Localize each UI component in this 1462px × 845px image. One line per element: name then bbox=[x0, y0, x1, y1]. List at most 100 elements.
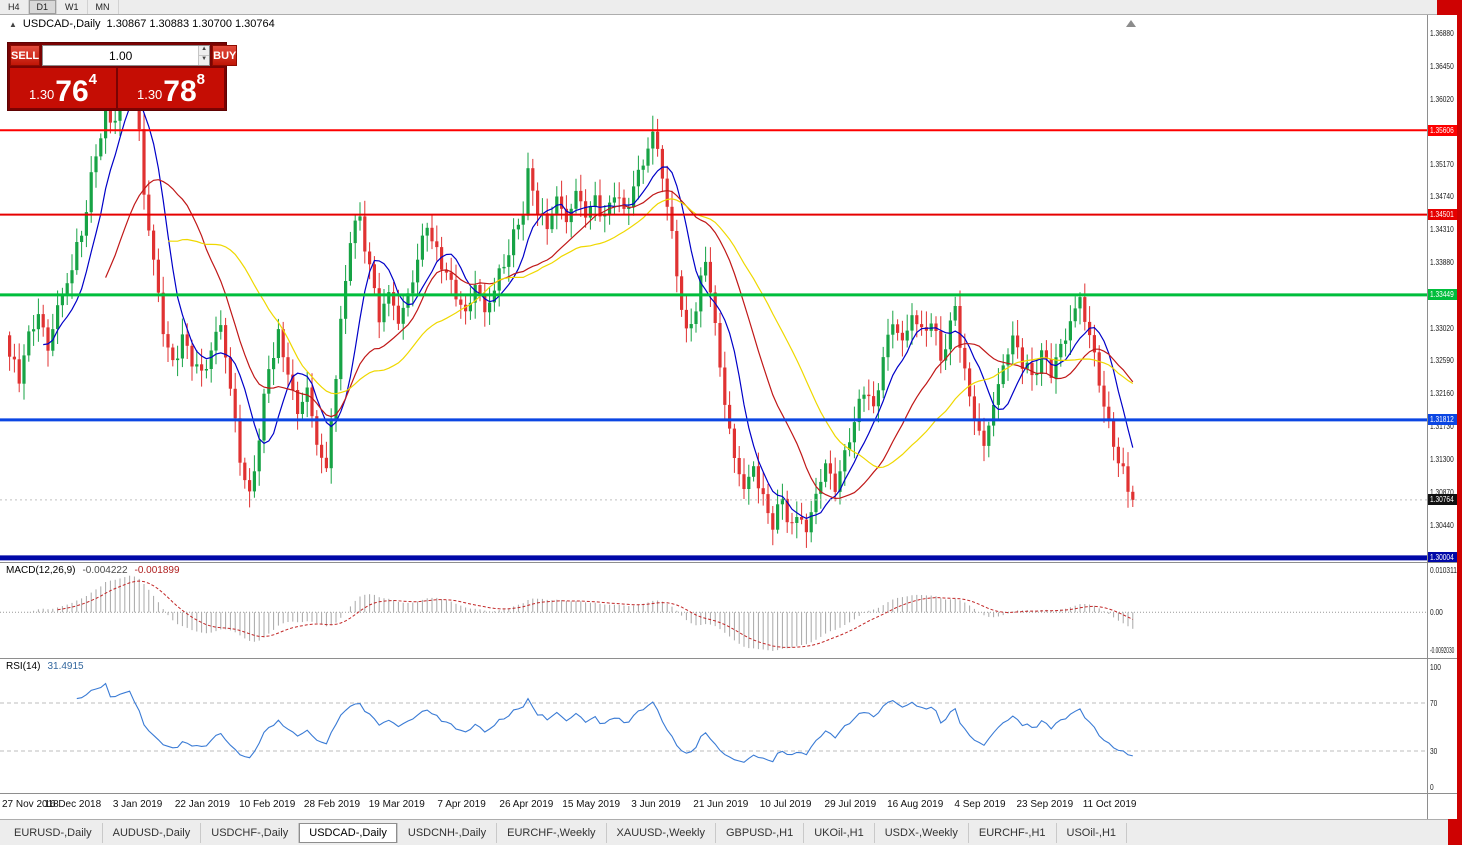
one-click-trade-panel: SELL ▲ ▼ BUY 1.30 76 4 1.30 bbox=[8, 43, 238, 110]
tab-xauusd-weekly[interactable]: XAUUSD-,Weekly bbox=[607, 822, 716, 843]
axis-tick-label: 1.30440 bbox=[1430, 520, 1454, 530]
date-tick-label: 11 Oct 2019 bbox=[1082, 799, 1137, 810]
date-axis[interactable]: 27 Nov 2018 16 Dec 2018 3 Jan 2019 22 Jan 2… bbox=[0, 794, 1427, 819]
axis-tick-label: 1.34310 bbox=[1430, 225, 1454, 235]
axis-tick-label: -0.0092030 bbox=[1430, 646, 1455, 655]
macd-panel: MACD(12,26,9) -0.004222 -0.001899 0.0103… bbox=[0, 563, 1457, 659]
date-tick-label: 4 Sep 2019 bbox=[954, 799, 1006, 810]
macd-name: MACD(12,26,9) bbox=[6, 565, 76, 576]
tab-eurchf-weekly[interactable]: EURCHF-,Weekly bbox=[497, 822, 607, 843]
date-tick-label: 10 Jul 2019 bbox=[759, 799, 812, 810]
date-tick-label: 19 Mar 2019 bbox=[368, 799, 425, 810]
date-tick-label: 10 Feb 2019 bbox=[239, 799, 296, 810]
rsi-label: RSI(14) 31.4915 bbox=[6, 661, 84, 672]
axis-tick-label: 30 bbox=[1430, 747, 1438, 756]
price-level-badge: 1.35606 bbox=[1428, 124, 1457, 136]
volume-box: ▲ ▼ bbox=[42, 45, 211, 66]
tab-usdcad-daily[interactable]: USDCAD-,Daily bbox=[299, 822, 398, 843]
timeframe-mn-button[interactable]: MN bbox=[88, 0, 119, 14]
macd-label: MACD(12,26,9) -0.004222 -0.001899 bbox=[6, 565, 180, 576]
date-tick-label: 15 May 2019 bbox=[562, 799, 621, 810]
volume-spinner: ▲ ▼ bbox=[198, 46, 210, 65]
date-tick-label: 22 Jan 2019 bbox=[174, 799, 230, 810]
axis-tick-label: 1.36450 bbox=[1430, 61, 1454, 71]
date-tick-label: 3 Jan 2019 bbox=[112, 799, 163, 810]
timeframe-d1-button[interactable]: D1 bbox=[28, 0, 58, 14]
axis-tick-label: 1.36020 bbox=[1430, 94, 1454, 104]
date-axis-corner bbox=[1427, 794, 1457, 819]
tab-eurusd-daily[interactable]: EURUSD-,Daily bbox=[4, 822, 103, 843]
axis-tick-label: 1.30870 bbox=[1430, 487, 1454, 497]
timeframe-w1-button[interactable]: W1 bbox=[57, 0, 88, 14]
timeframe-toolbar: H4 D1 W1 MN bbox=[0, 0, 1437, 15]
date-tick-label: 16 Dec 2018 bbox=[44, 799, 102, 810]
price-level-badge: 1.33449 bbox=[1428, 289, 1457, 301]
price-axis[interactable]: 1.36880 1.36450 1.36020 1.35170 1.34740 1.343… bbox=[1427, 15, 1457, 562]
date-tick-label: 16 Aug 2019 bbox=[887, 799, 944, 810]
chart-tabs-bar: EURUSD-,Daily AUDUSD-,Daily USDCHF-,Dail… bbox=[0, 819, 1448, 845]
sell-price[interactable]: 1.30 76 4 bbox=[10, 68, 116, 108]
tab-usdcnh-daily[interactable]: USDCNH-,Daily bbox=[398, 822, 498, 843]
buy-price-big-figure: 1.30 bbox=[136, 87, 163, 102]
rsi-plot[interactable]: RSI(14) 31.4915 bbox=[0, 659, 1427, 793]
date-tick-label: 28 Feb 2019 bbox=[303, 799, 361, 810]
chart-ohlc-values: 1.30867 1.30883 1.30700 1.30764 bbox=[106, 18, 275, 30]
buy-price[interactable]: 1.30 78 8 bbox=[118, 68, 224, 108]
axis-tick-label: 0 bbox=[1430, 783, 1434, 792]
axis-tick-label: 1.36880 bbox=[1430, 29, 1454, 38]
axis-tick-label: 1.33880 bbox=[1430, 258, 1454, 268]
main-chart-panel: ▲ USDCAD-,Daily 1.30867 1.30883 1.30700 … bbox=[0, 15, 1457, 563]
axis-tick-label: 1.34740 bbox=[1430, 192, 1454, 202]
macd-signal-value: -0.001899 bbox=[134, 565, 180, 576]
macd-value: -0.004222 bbox=[82, 565, 128, 576]
rsi-axis[interactable]: 100 70 30 0 bbox=[1427, 659, 1457, 793]
axis-tick-label: 1.32590 bbox=[1430, 356, 1454, 366]
rsi-panel: RSI(14) 31.4915 100 70 30 0 bbox=[0, 659, 1457, 794]
price-level-badge: 1.34501 bbox=[1428, 209, 1457, 221]
date-tick-label: 27 Nov 2018 bbox=[2, 799, 59, 810]
volume-input[interactable] bbox=[43, 46, 199, 65]
axis-tick-label: 1.31300 bbox=[1430, 454, 1454, 464]
macd-axis[interactable]: 0.010311 0.00 -0.0092030 bbox=[1427, 563, 1457, 658]
rsi-value: 31.4915 bbox=[47, 661, 84, 672]
date-tick-label: 7 Apr 2019 bbox=[437, 799, 486, 810]
date-tick-label: 26 Apr 2019 bbox=[499, 799, 554, 810]
tab-usdx-weekly[interactable]: USDX-,Weekly bbox=[875, 822, 969, 843]
buy-price-pip-digit: 8 bbox=[196, 71, 206, 88]
timeframe-h4-button[interactable]: H4 bbox=[0, 0, 29, 14]
buy-button[interactable]: BUY bbox=[212, 45, 238, 66]
volume-increase-button[interactable]: ▲ bbox=[199, 46, 210, 56]
candles-svg bbox=[0, 20, 1427, 561]
axis-tick-label: 1.33020 bbox=[1430, 323, 1454, 333]
rsi-svg bbox=[0, 682, 1427, 763]
sell-button[interactable]: SELL bbox=[10, 45, 41, 66]
tab-gbpusd-h1[interactable]: GBPUSD-,H1 bbox=[716, 822, 805, 843]
candlestick-chart[interactable]: ▲ USDCAD-,Daily 1.30867 1.30883 1.30700 … bbox=[0, 15, 1427, 562]
volume-decrease-button[interactable]: ▼ bbox=[199, 56, 210, 65]
axis-tick-label: 1.35170 bbox=[1430, 159, 1454, 169]
tab-eurchf-h1[interactable]: EURCHF-,H1 bbox=[969, 822, 1057, 843]
sell-price-pip-digit: 4 bbox=[88, 71, 98, 88]
date-tick-label: 29 Jul 2019 bbox=[824, 799, 877, 810]
rsi-name: RSI(14) bbox=[6, 661, 41, 672]
axis-tick-label: 70 bbox=[1430, 699, 1438, 708]
date-tick-label: 23 Sep 2019 bbox=[1016, 799, 1074, 810]
date-tick-label: 21 Jun 2019 bbox=[693, 799, 749, 810]
date-tick-label: 3 Jun 2019 bbox=[631, 799, 681, 810]
tab-ukoil-h1[interactable]: UKOil-,H1 bbox=[804, 822, 875, 843]
axis-tick-label: 1.32160 bbox=[1430, 389, 1454, 399]
price-level-badge: 1.30764 bbox=[1428, 494, 1457, 506]
macd-plot[interactable]: MACD(12,26,9) -0.004222 -0.001899 bbox=[0, 563, 1427, 658]
macd-svg bbox=[0, 575, 1427, 651]
sell-price-main-digits: 76 bbox=[55, 75, 89, 108]
tab-audusd-daily[interactable]: AUDUSD-,Daily bbox=[103, 822, 202, 843]
axis-tick-label: 100 bbox=[1430, 663, 1441, 672]
chart-title: ▲ USDCAD-,Daily 1.30867 1.30883 1.30700 … bbox=[9, 18, 275, 30]
chart-symbol-icon: ▲ bbox=[9, 19, 17, 29]
sell-price-big-figure: 1.30 bbox=[28, 87, 55, 102]
scroll-to-end-marker-icon bbox=[1126, 20, 1136, 27]
date-axis-panel: 27 Nov 2018 16 Dec 2018 3 Jan 2019 22 Jan 2… bbox=[0, 794, 1457, 819]
price-level-badge: 1.30004 bbox=[1428, 552, 1457, 562]
tab-usdchf-daily[interactable]: USDCHF-,Daily bbox=[201, 822, 300, 843]
tab-usoil-h1[interactable]: USOil-,H1 bbox=[1057, 822, 1128, 843]
